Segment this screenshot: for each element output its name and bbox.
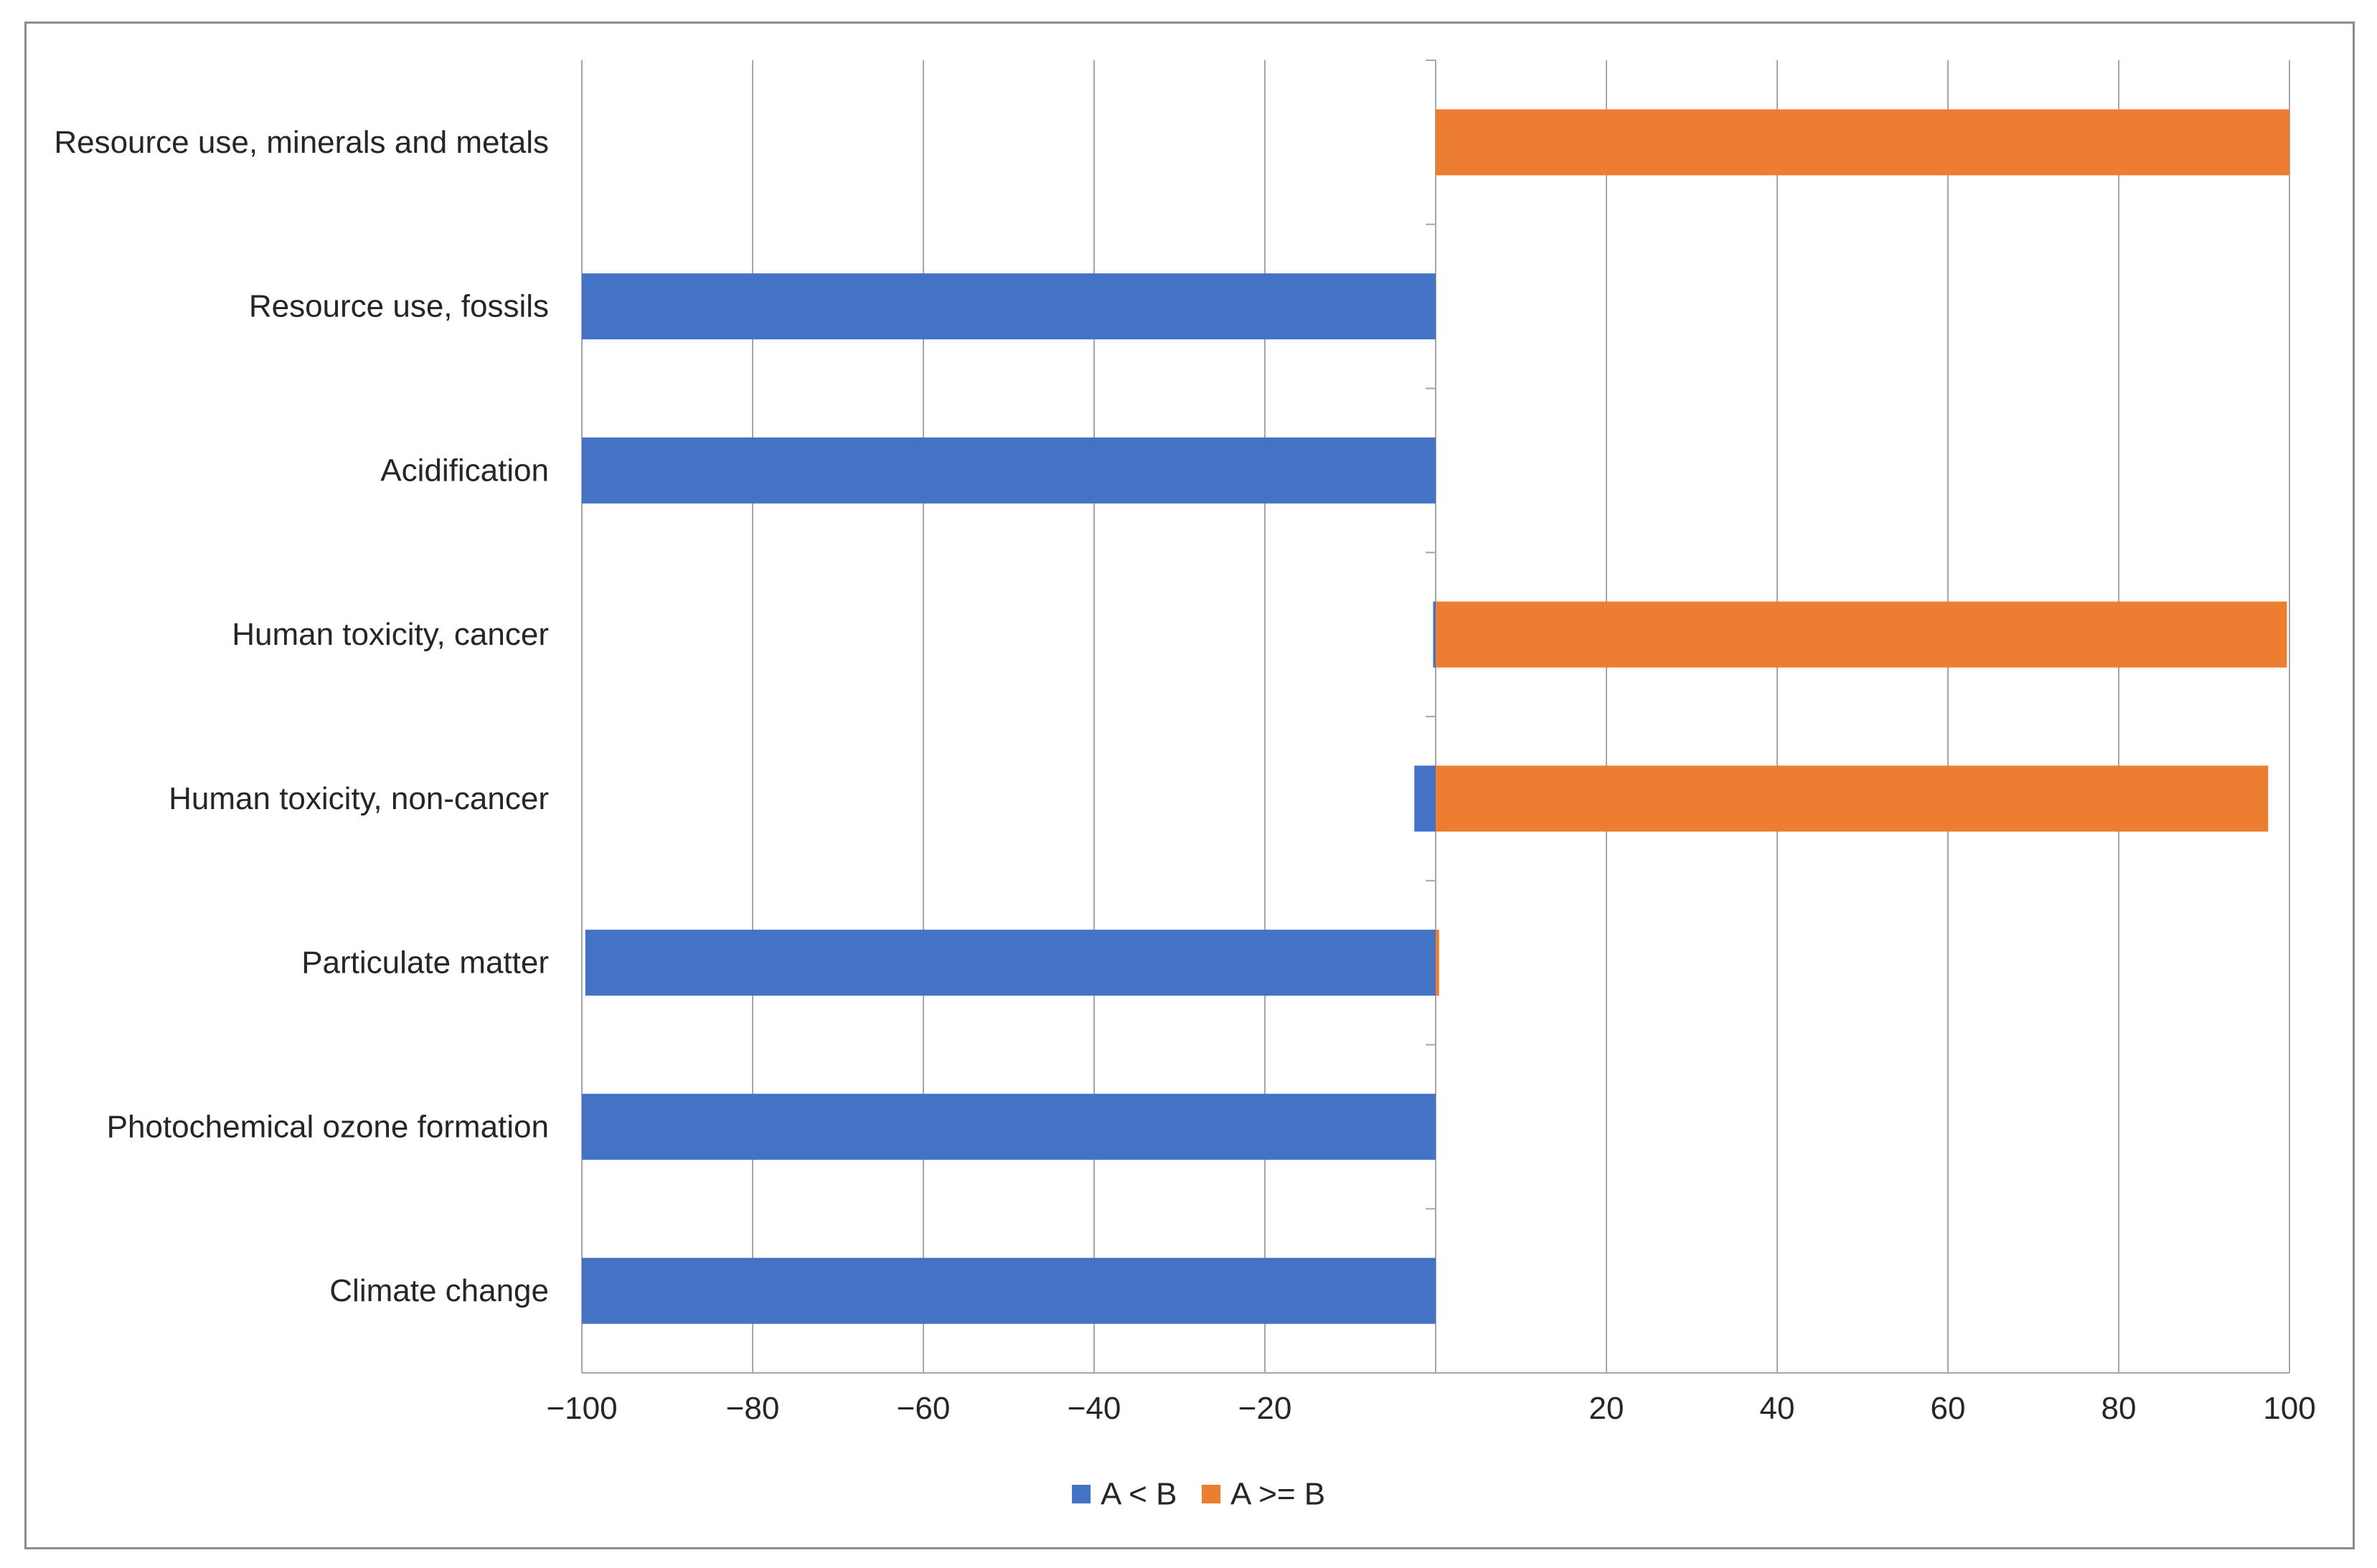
x-tick-label: 80 — [2101, 1391, 2137, 1426]
legend-swatch-a-less-b — [1072, 1485, 1091, 1503]
category-label: Photochemical ozone formation — [107, 1109, 549, 1144]
x-tick-label: −60 — [897, 1391, 951, 1426]
category-label: Human toxicity, cancer — [232, 617, 549, 652]
bar-a-geq-b-particulate-matter — [1436, 930, 1439, 996]
category-label: Particulate matter — [301, 945, 549, 981]
bar-a-less-b-photochemical-ozone-formation — [582, 1093, 1436, 1160]
bar-a-less-b-particulate-matter — [585, 930, 1436, 996]
category-label: Human toxicity, non-cancer — [169, 781, 549, 816]
category-label: Resource use, minerals and metals — [54, 125, 549, 160]
category-label: Resource use, fossils — [249, 289, 549, 324]
x-tick-labels: −100 −80 −60 −40 −20 20 40 60 80 100 — [546, 1391, 2315, 1426]
category-labels: Climate change Photochemical ozone format… — [54, 125, 549, 1308]
x-tick-label: 60 — [1931, 1391, 1966, 1426]
x-tick-label: 20 — [1589, 1391, 1624, 1426]
bar-a-geq-b-human-toxicity-non-cancer — [1436, 765, 2269, 832]
legend: A < B A >= B — [1072, 1477, 1325, 1512]
legend-label-a-geq-b: A >= B — [1230, 1477, 1325, 1512]
x-tick-label: 100 — [2263, 1391, 2315, 1426]
legend-label-a-less-b: A < B — [1101, 1477, 1177, 1512]
bar-a-less-b-acidification — [582, 437, 1436, 504]
bars — [582, 109, 2289, 1324]
x-tick-label: −100 — [546, 1391, 617, 1426]
category-label: Acidification — [380, 453, 549, 488]
x-tick-label: −80 — [726, 1391, 780, 1426]
legend-swatch-a-geq-b — [1202, 1485, 1220, 1503]
x-tick-label: 40 — [1760, 1391, 1795, 1426]
x-tick-label: −40 — [1068, 1391, 1121, 1426]
bar-a-less-b-human-toxicity-non-cancer — [1414, 765, 1436, 832]
bar-a-geq-b-human-toxicity-cancer — [1436, 601, 2287, 668]
bar-a-less-b-climate-change — [582, 1257, 1436, 1324]
axes — [582, 60, 2289, 1374]
bar-a-less-b-human-toxicity-cancer — [1433, 601, 1436, 668]
category-label: Climate change — [329, 1273, 549, 1308]
x-tick-label: −20 — [1238, 1391, 1292, 1426]
bar-a-geq-b-resource-use-minerals-and-metals — [1436, 109, 2289, 176]
bar-a-less-b-resource-use-fossils — [582, 273, 1436, 340]
